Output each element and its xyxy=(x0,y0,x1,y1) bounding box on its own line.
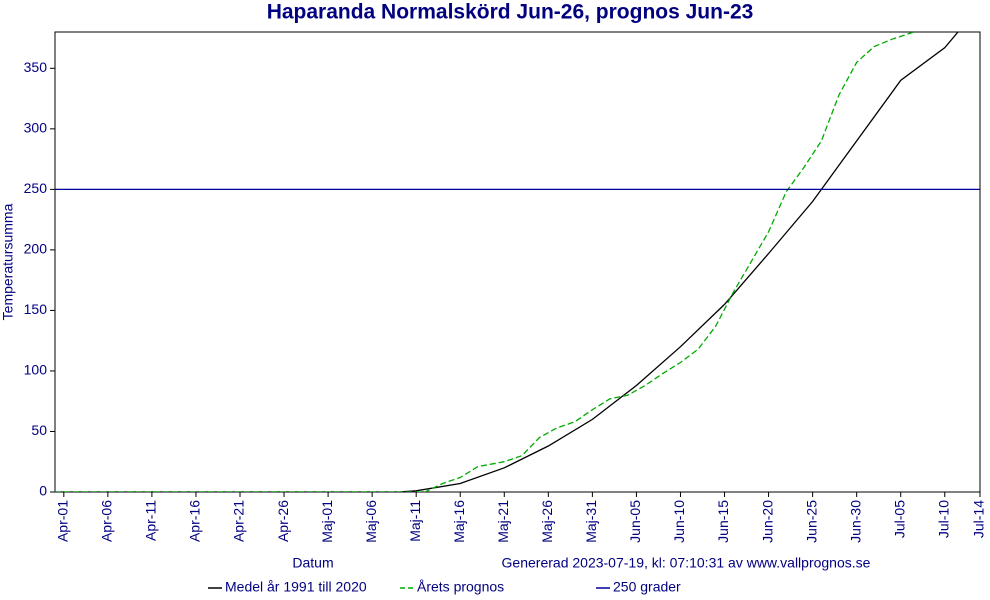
x-axis-label: Datum xyxy=(292,555,333,571)
x-tick-label: Maj-21 xyxy=(495,500,511,543)
x-tick-label: Apr-06 xyxy=(99,500,115,542)
legend-label: Årets prognos xyxy=(417,579,504,595)
x-tick-label: Jul-10 xyxy=(935,500,951,538)
legend-label: Medel år 1991 till 2020 xyxy=(225,579,367,595)
y-tick-label: 200 xyxy=(24,241,48,257)
x-tick-label: Jul-05 xyxy=(891,500,907,538)
y-tick-label: 300 xyxy=(24,120,48,136)
x-tick-label: Jul-14 xyxy=(971,500,987,538)
y-tick-label: 100 xyxy=(24,362,48,378)
y-tick-label: 250 xyxy=(24,180,48,196)
x-tick-label: Maj-16 xyxy=(451,500,467,543)
plot-frame xyxy=(54,31,981,493)
x-tick-label: Apr-16 xyxy=(187,500,203,542)
x-tick-label: Jun-30 xyxy=(847,500,863,543)
y-tick-label: 50 xyxy=(31,422,47,438)
series-line xyxy=(55,32,959,492)
plot-lines xyxy=(55,32,980,492)
x-tick-label: Maj-26 xyxy=(539,500,555,543)
legend-label: 250 grader xyxy=(613,579,681,595)
chart-title: Haparanda Normalskörd Jun-26, prognos Ju… xyxy=(267,1,754,24)
x-tick-label: Jun-15 xyxy=(715,500,731,543)
x-tick-label: Maj-06 xyxy=(363,500,379,543)
x-tick-label: Maj-11 xyxy=(407,500,423,542)
x-tick-label: Jun-05 xyxy=(627,500,643,543)
x-tick-label: Apr-01 xyxy=(55,500,71,542)
annotation: Genererad 2023-07-19, kl: 07:10:31 av ww… xyxy=(502,555,871,571)
x-tick-label: Jun-10 xyxy=(671,500,687,543)
x-tick-label: Maj-31 xyxy=(583,500,599,543)
y-tick-label: 350 xyxy=(24,59,48,75)
x-tick-label: Apr-26 xyxy=(275,500,291,542)
y-axis-label: Temperatursumma xyxy=(0,203,16,320)
x-tick-label: Apr-21 xyxy=(231,500,247,542)
x-tick-label: Jun-25 xyxy=(803,500,819,543)
y-tick-label: 150 xyxy=(24,301,48,317)
x-tick-label: Jun-20 xyxy=(759,500,775,543)
x-tick-label: Maj-01 xyxy=(319,500,335,543)
x-tick-label: Apr-11 xyxy=(143,500,159,541)
y-tick-label: 0 xyxy=(39,483,47,499)
series-line xyxy=(55,32,915,492)
